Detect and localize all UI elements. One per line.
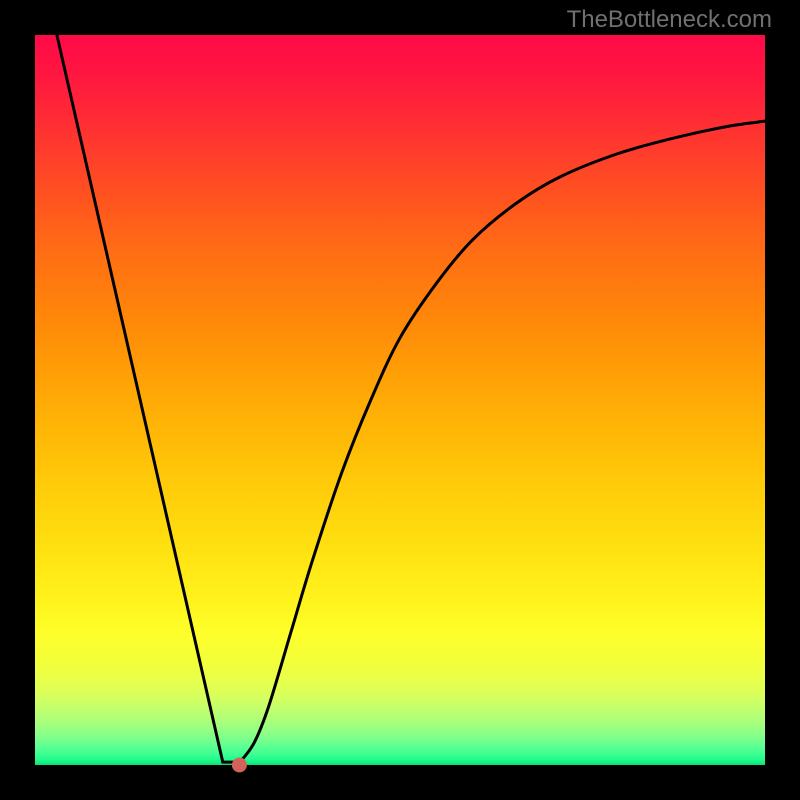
watermark-label: TheBottleneck.com [567, 6, 772, 34]
bottleneck-curve [57, 35, 765, 763]
curve-layer [0, 0, 800, 800]
chart-stage: TheBottleneck.com [0, 0, 800, 800]
minimum-marker [232, 758, 247, 773]
